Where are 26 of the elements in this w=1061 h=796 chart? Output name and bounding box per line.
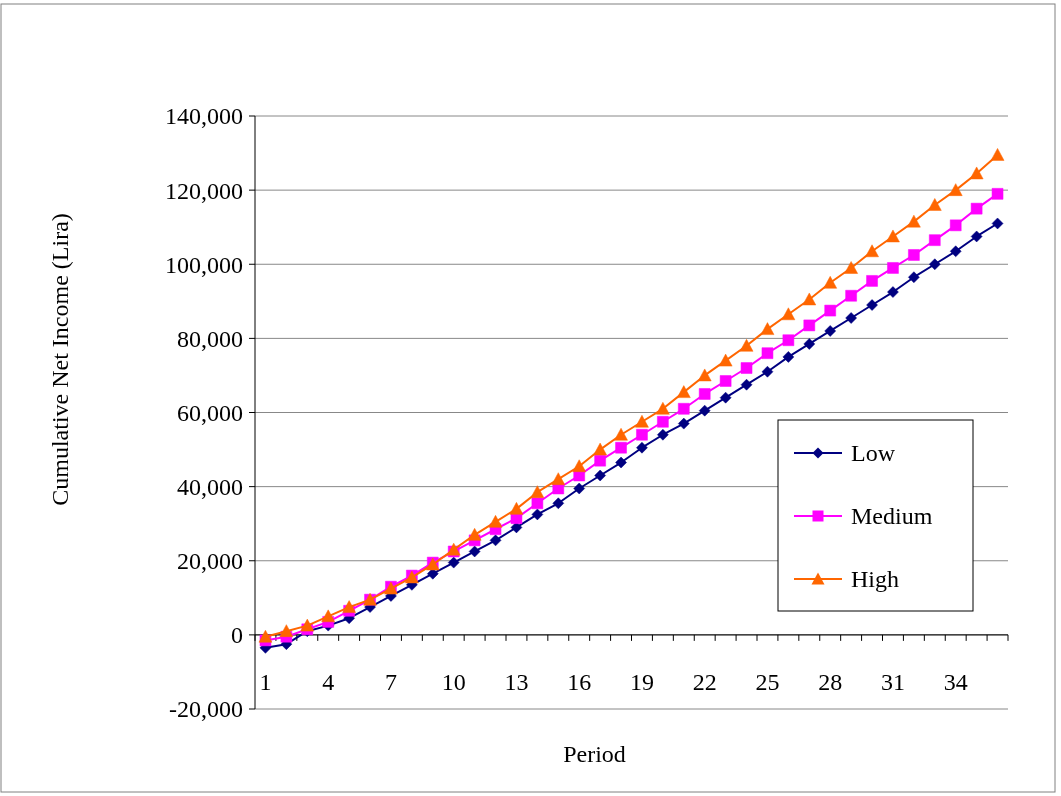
x-tick-label: 19 bbox=[629, 668, 654, 695]
legend-label: Medium bbox=[851, 503, 933, 530]
x-tick-label: 10 bbox=[441, 668, 466, 695]
y-tick-label: 120,000 bbox=[165, 177, 243, 204]
x-tick-label: 28 bbox=[818, 668, 843, 695]
y-tick-label: 140,000 bbox=[165, 103, 243, 130]
y-tick-label: 60,000 bbox=[177, 399, 243, 426]
x-tick-label: 13 bbox=[504, 668, 529, 695]
x-tick-label: 31 bbox=[880, 668, 905, 695]
y-tick-label: 80,000 bbox=[177, 325, 243, 352]
y-tick-label: -20,000 bbox=[169, 696, 243, 723]
x-tick-label: 16 bbox=[567, 668, 592, 695]
x-tick-label: 22 bbox=[692, 668, 717, 695]
y-tick-label: 0 bbox=[231, 622, 243, 649]
y-tick-label: 40,000 bbox=[177, 474, 243, 501]
y-axis-title: Cumulative Net Income (Lira) bbox=[47, 213, 73, 506]
x-tick-label: 25 bbox=[755, 668, 780, 695]
y-tick-label: 100,000 bbox=[165, 251, 243, 278]
y-tick-label: 20,000 bbox=[177, 548, 243, 575]
x-axis-title: Period bbox=[563, 741, 626, 767]
x-tick-label: 7 bbox=[384, 668, 397, 695]
legend-label: High bbox=[851, 566, 899, 593]
x-tick-label: 4 bbox=[322, 668, 335, 695]
x-tick-label: 34 bbox=[943, 668, 968, 695]
x-tick-label: 1 bbox=[259, 668, 272, 695]
legend-label: Low bbox=[851, 440, 896, 467]
